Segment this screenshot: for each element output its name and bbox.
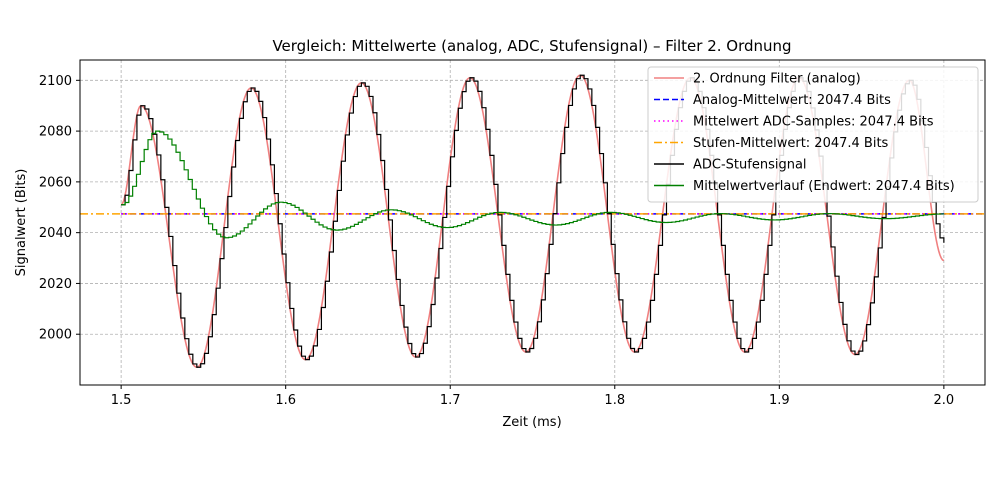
legend-label: Mittelwertverlauf (Endwert: 2047.4 Bits) — [693, 179, 955, 194]
grid — [80, 60, 985, 385]
legend: 2. Ordnung Filter (analog) Analog-Mittelw… — [647, 66, 979, 203]
axis-ticks: 1.5 1.6 1.7 1.8 1.9 2.0 2000 2020 2040 2060 2080 21… — [39, 74, 954, 408]
legend-label: ADC-Stufensignal — [693, 158, 807, 173]
x-tick-label: 1.5 — [111, 393, 132, 408]
y-tick-label: 2100 — [39, 74, 72, 89]
x-tick-label: 1.6 — [275, 393, 296, 408]
x-tick-label: 1.7 — [440, 393, 461, 408]
plot-frame — [79, 59, 986, 386]
legend-label: Analog-Mittelwert: 2047.4 Bits — [693, 93, 891, 108]
x-tick-label: 1.9 — [769, 393, 790, 408]
y-tick-label: 2080 — [39, 125, 72, 140]
legend-box — [647, 66, 979, 203]
y-tick-label: 2060 — [39, 175, 72, 190]
y-tick-label: 2000 — [39, 328, 72, 343]
y-tick-label: 2040 — [39, 226, 72, 241]
chart-title: Vergleich: Mittelwerte (analog, ADC, Stu… — [272, 37, 791, 55]
y-axis-label: Signalwert (Bits) — [14, 169, 29, 277]
x-axis-label: Zeit (ms) — [502, 415, 561, 430]
y-tick-label: 2020 — [39, 277, 72, 292]
legend-label: 2. Ordnung Filter (analog) — [693, 72, 861, 87]
x-tick-label: 1.8 — [604, 393, 625, 408]
x-tick-label: 2.0 — [934, 393, 955, 408]
running-mean-line — [121, 130, 945, 239]
legend-label: Stufen-Mittelwert: 2047.4 Bits — [693, 136, 889, 151]
legend-label: Mittelwert ADC-Samples: 2047.4 Bits — [693, 115, 934, 130]
